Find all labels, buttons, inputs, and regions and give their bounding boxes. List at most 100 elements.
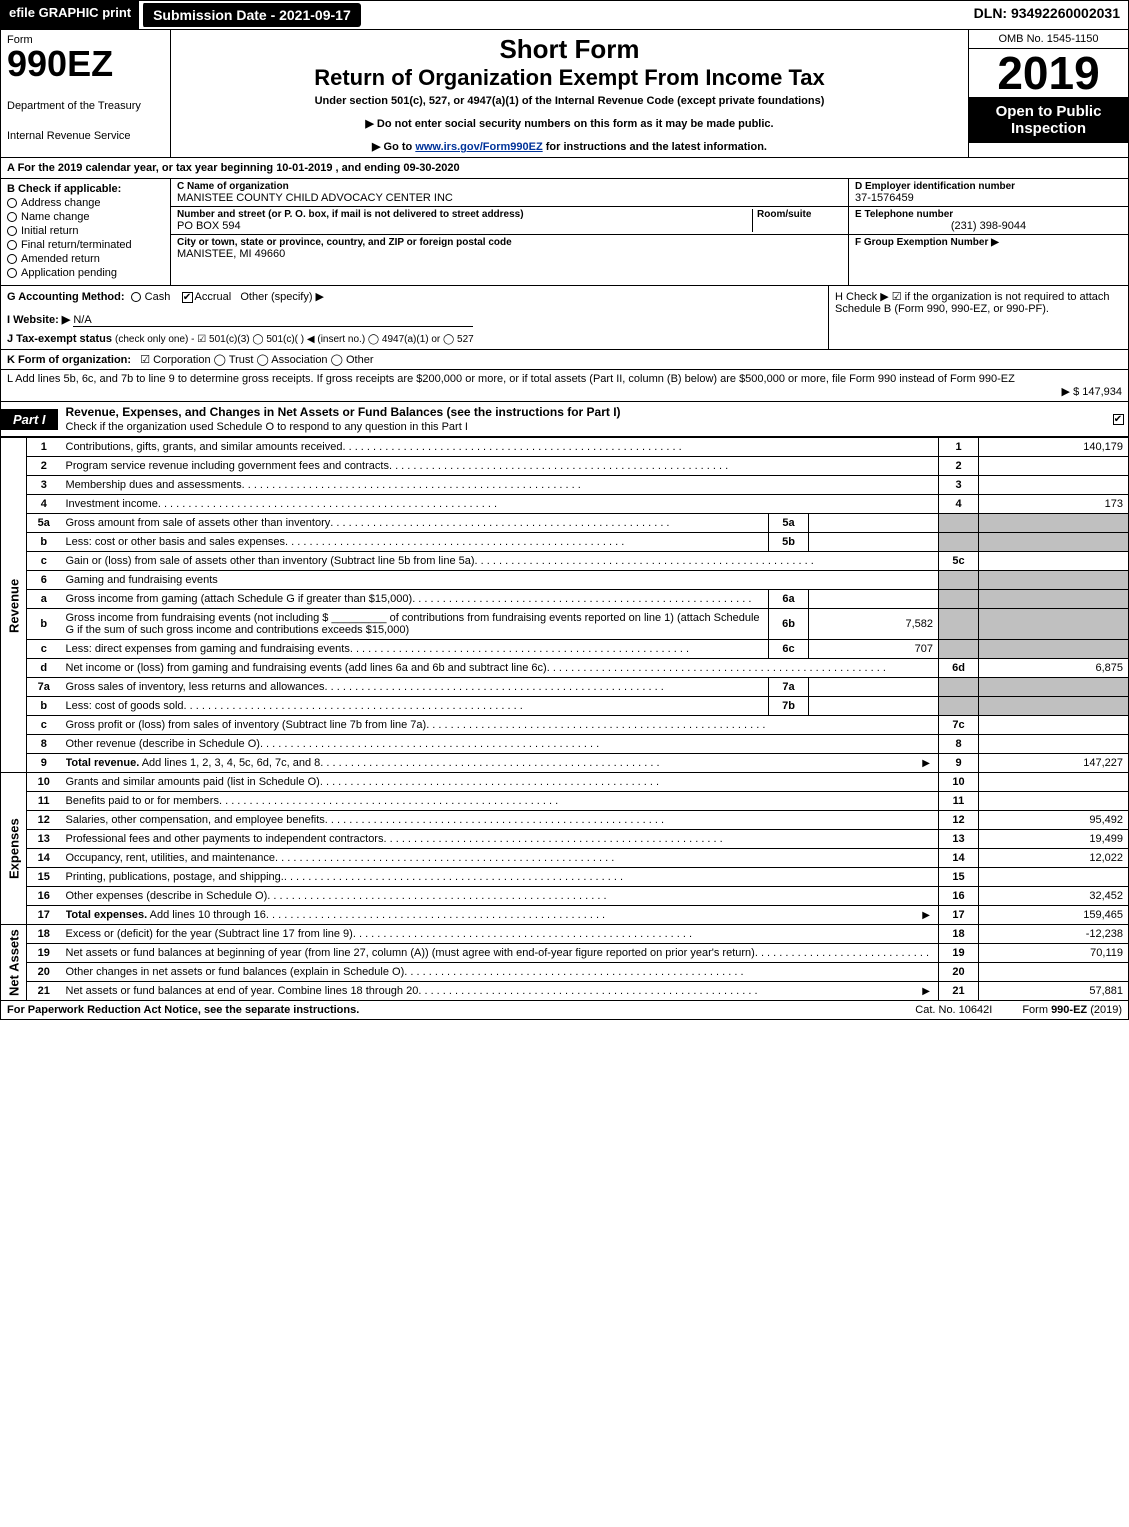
check-amended-return[interactable]: Amended return [7,253,164,265]
check-initial-return[interactable]: Initial return [7,225,164,237]
line-number: b [27,609,61,640]
g-accrual-check[interactable] [182,292,193,303]
right-val: -12,238 [979,925,1129,944]
right-val: 19,499 [979,830,1129,849]
line-desc: Gross sales of inventory, less returns a… [61,678,769,697]
line-desc: Benefits paid to or for members [61,792,939,811]
section-label: Net Assets [1,925,27,1001]
header-center: Short Form Return of Organization Exempt… [171,30,968,157]
right-num: 15 [939,868,979,887]
cat-no: Cat. No. 10642I [885,1004,1022,1016]
line-desc: Less: cost or other basis and sales expe… [61,533,769,552]
section-c-name-addr: C Name of organization MANISTEE COUNTY C… [171,179,848,285]
right-val [979,773,1129,792]
main-title: Return of Organization Exempt From Incom… [181,65,958,91]
entity-block: B Check if applicable: Address change Na… [0,179,1129,286]
sub-line-value [809,678,939,697]
line-desc: Grants and similar amounts paid (list in… [61,773,939,792]
right-val [979,552,1129,571]
line-number: c [27,640,61,659]
table-row: bLess: cost of goods sold7b [1,697,1129,716]
table-row: 20Other changes in net assets or fund ba… [1,963,1129,982]
right-num: 9 [939,754,979,773]
sub-line-value: 7,582 [809,609,939,640]
h-box: H Check ▶ ☑ if the organization is not r… [828,286,1128,349]
line-number: 7a [27,678,61,697]
line-number: 2 [27,457,61,476]
line-number: 12 [27,811,61,830]
right-val [979,678,1129,697]
line-number: 21 [27,982,61,1001]
j-options: (check only one) - ☑ 501(c)(3) ◯ 501(c)(… [115,334,474,345]
line-number: 11 [27,792,61,811]
check-final-return[interactable]: Final return/terminated [7,239,164,251]
right-num: 6d [939,659,979,678]
c-label: C Name of organization [177,181,842,192]
open-inspection-badge: Open to Public Inspection [969,97,1128,143]
table-row: dNet income or (loss) from gaming and fu… [1,659,1129,678]
line-number: 3 [27,476,61,495]
check-application-pending[interactable]: Application pending [7,267,164,279]
line-a-period: A For the 2019 calendar year, or tax yea… [0,158,1129,179]
right-val: 12,022 [979,849,1129,868]
right-num: 12 [939,811,979,830]
sub-line-value [809,533,939,552]
table-row: 3Membership dues and assessments3 [1,476,1129,495]
ssn-warning: ▶ Do not enter social security numbers o… [181,117,958,130]
room-label: Room/suite [757,209,842,220]
table-row: 17Total expenses. Add lines 10 through 1… [1,906,1129,925]
line-desc: Net assets or fund balances at beginning… [61,944,939,963]
goto-post: for instructions and the latest informat… [543,141,767,153]
right-num: 11 [939,792,979,811]
line-desc: Gross income from gaming (attach Schedul… [61,590,769,609]
check-address-change[interactable]: Address change [7,197,164,209]
right-val: 140,179 [979,438,1129,457]
header-left: Form 990EZ Department of the Treasury In… [1,30,171,157]
sub-line-number: 7a [769,678,809,697]
l-amount: ▶ $ 147,934 [7,385,1122,398]
right-num: 21 [939,982,979,1001]
table-row: cGain or (loss) from sale of assets othe… [1,552,1129,571]
org-city: MANISTEE, MI 49660 [177,248,842,260]
k-label: K Form of organization: [7,354,131,366]
i-label: I Website: ▶ [7,314,70,326]
right-val [979,590,1129,609]
line-number: 1 [27,438,61,457]
right-num: 18 [939,925,979,944]
table-row: Expenses10Grants and similar amounts pai… [1,773,1129,792]
line-desc: Gross profit or (loss) from sales of inv… [61,716,939,735]
print-link[interactable]: print [102,5,131,20]
line-desc: Gain or (loss) from sale of assets other… [61,552,939,571]
sub-line-number: 6c [769,640,809,659]
part1-schedo-check[interactable] [1113,414,1124,425]
right-val [979,514,1129,533]
right-num: 1 [939,438,979,457]
right-num: 17 [939,906,979,925]
ein-value: 37-1576459 [855,192,1122,204]
line-desc: Excess or (deficit) for the year (Subtra… [61,925,939,944]
dln-label: DLN: 93492260002031 [966,1,1128,29]
table-row: aGross income from gaming (attach Schedu… [1,590,1129,609]
right-val [979,640,1129,659]
right-val: 57,881 [979,982,1129,1001]
table-row: bGross income from fundraising events (n… [1,609,1129,640]
sub-line-number: 5b [769,533,809,552]
g-cash-radio[interactable] [131,292,141,302]
line-desc: Membership dues and assessments [61,476,939,495]
right-val: 147,227 [979,754,1129,773]
check-name-change[interactable]: Name change [7,211,164,223]
line-number: 17 [27,906,61,925]
irs-link[interactable]: www.irs.gov/Form990EZ [415,141,542,153]
right-val [979,792,1129,811]
table-row: 13Professional fees and other payments t… [1,830,1129,849]
part1-header: Part I Revenue, Expenses, and Changes in… [0,402,1129,437]
right-num: 7c [939,716,979,735]
right-num [939,609,979,640]
g-label: G Accounting Method: [7,291,125,303]
line-desc: Contributions, gifts, grants, and simila… [61,438,939,457]
line-desc: Total revenue. Add lines 1, 2, 3, 4, 5c,… [61,754,939,773]
efile-label[interactable]: efile GRAPHIC print [1,1,139,29]
table-row: 14Occupancy, rent, utilities, and mainte… [1,849,1129,868]
line-desc: Gross amount from sale of assets other t… [61,514,769,533]
line-number: 20 [27,963,61,982]
